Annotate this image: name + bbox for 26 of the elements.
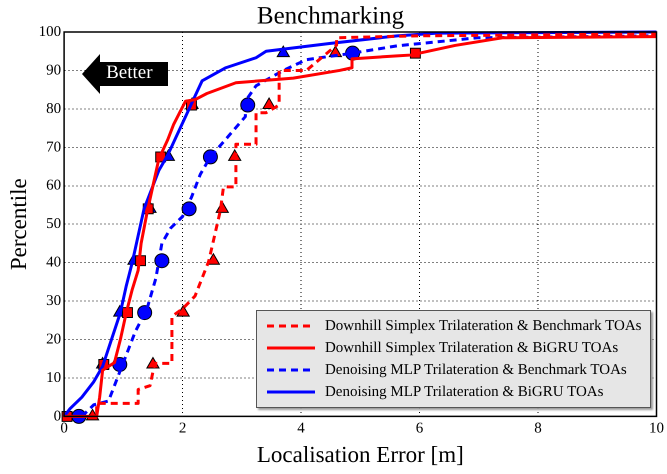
y-tick-label: 30 (46, 293, 62, 310)
point (176, 305, 190, 317)
y-axis-title: Percentile (6, 178, 31, 270)
x-tick-label: 2 (178, 420, 186, 436)
x-axis-title: Localisation Error [m] (256, 442, 464, 468)
legend-label: Denoising MLP Trilateration & BiGRU TOAs (324, 384, 604, 401)
y-tick-label: 10 (46, 370, 62, 386)
legend-label: Downhill Simplex Trilateration & Benchmark TOAs (324, 318, 642, 335)
y-tick-label: 100 (38, 24, 62, 40)
chart-title: Benchmarking (256, 2, 405, 30)
point (262, 98, 276, 110)
x-tick-label: 8 (534, 420, 542, 436)
y-tick-label: 80 (46, 100, 62, 117)
x-tick-label: 6 (416, 420, 424, 436)
y-tick-label: 40 (46, 254, 62, 271)
x-tick-label: 4 (297, 420, 306, 436)
y-tick-label: 50 (46, 216, 62, 232)
annotation: Better (106, 62, 153, 84)
legend-label: Denoising MLP Trilateration & Benchmark TOAs (324, 362, 627, 379)
y-tick-label: 90 (46, 62, 62, 78)
y-tick-label: 70 (46, 139, 62, 156)
x-tick-label: 10 (649, 420, 664, 436)
y-tick-label: 0 (54, 408, 62, 424)
y-tick-label: 20 (46, 331, 62, 348)
y-tick-label: 60 (46, 178, 62, 194)
legend-label: Downhill Simplex Trilateration & BiGRU TOAs (324, 340, 618, 357)
